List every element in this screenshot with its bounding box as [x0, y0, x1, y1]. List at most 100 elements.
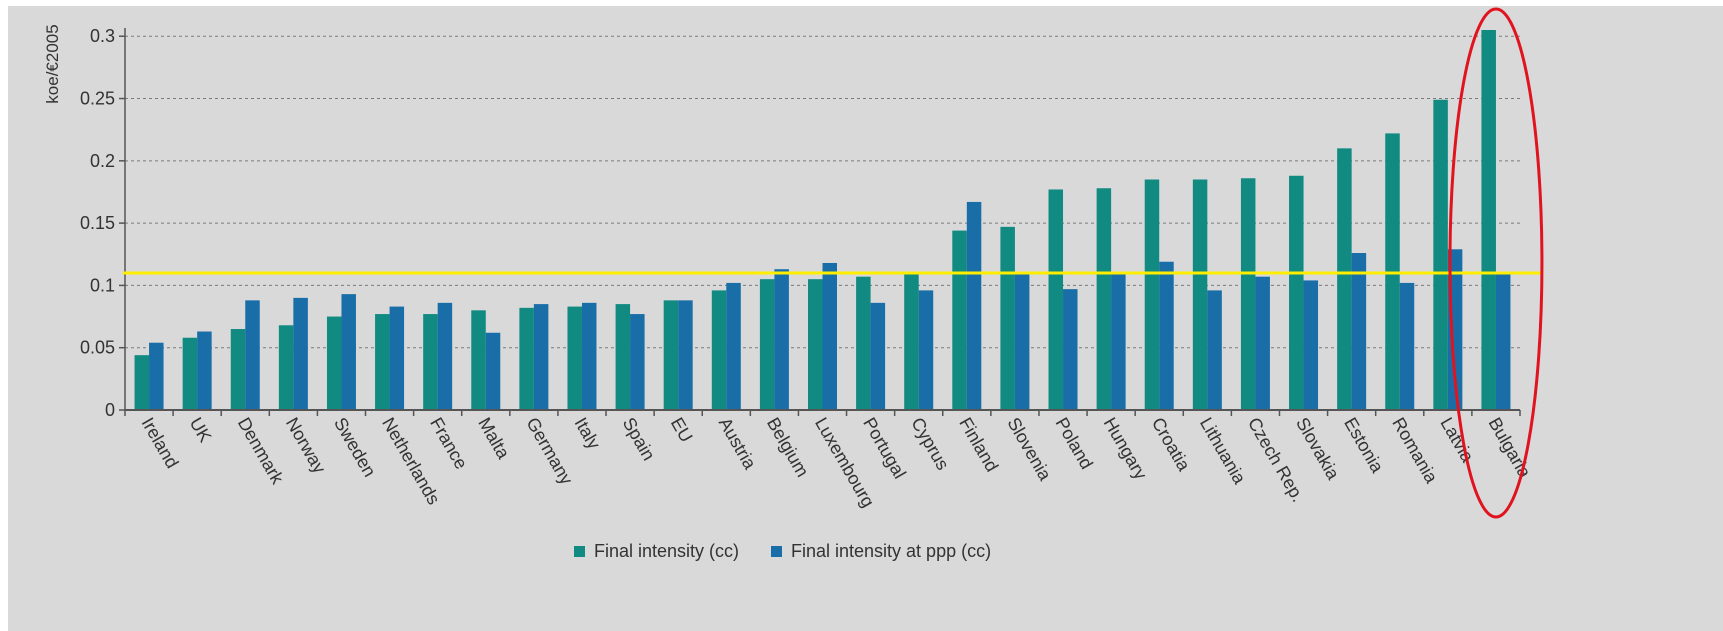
bar-final-intensity-ppp [966, 201, 982, 410]
x-tick-label: Slovakia [1292, 414, 1344, 484]
x-tick-label: Latvia [1436, 414, 1478, 466]
highlight-ellipse [1448, 7, 1544, 519]
bar-final-intensity-ppp [870, 302, 886, 410]
bar-final-intensity [230, 329, 246, 410]
bar-final-intensity [1192, 179, 1208, 410]
bar-final-intensity [567, 306, 582, 410]
y-tick-label: 0.2 [90, 151, 115, 171]
y-tick-label: 0 [105, 400, 115, 420]
x-tick-label: Poland [1052, 414, 1097, 473]
bar-final-intensity [1048, 189, 1064, 410]
y-tick-label: 0.25 [80, 89, 115, 109]
bar-final-intensity-ppp [678, 300, 693, 410]
bar-final-intensity-ppp [726, 282, 741, 410]
bar-final-intensity [375, 314, 390, 410]
x-tick-label: EU [667, 414, 697, 446]
legend-label-final-intensity-ppp: Final intensity at ppp (cc) [791, 541, 991, 561]
axes: 0 0.05 0.1 0.15 0.2 0.25 0.3 Ireland UK DenmarkNo… [80, 26, 1535, 510]
bar-final-intensity [519, 307, 534, 410]
bar-final-intensity-ppp [1351, 253, 1367, 410]
bar-final-intensity-ppp [1063, 289, 1078, 410]
x-tick-label: Cyprus [907, 414, 953, 473]
x-tick-label: France [426, 414, 471, 473]
y-axis-title: koe/€2005 [43, 24, 62, 103]
bar-final-intensity [1481, 30, 1496, 410]
y-tick-label: 0.1 [90, 275, 115, 295]
x-tick-label: Hungary [1100, 414, 1151, 483]
bar-final-intensity-ppp [1207, 290, 1222, 410]
bar-final-intensity-ppp [581, 302, 597, 410]
x-tick-label: Malta [474, 414, 514, 463]
bar-final-intensity [904, 272, 919, 410]
bar-chart: koe/€2005 0 0.05 0.1 0.15 0.2 0.25 0.3 Ireland U… [43, 7, 1544, 561]
bar-final-intensity [1096, 188, 1112, 410]
y-tick-label: 0.15 [80, 213, 115, 233]
bar-final-intensity-ppp [822, 262, 837, 410]
bar-final-intensity-ppp [1111, 274, 1126, 410]
bar-final-intensity [134, 355, 150, 410]
bar-final-intensity [1240, 178, 1256, 410]
bar-final-intensity-ppp [918, 290, 934, 410]
x-tick-label: Germany [522, 414, 576, 488]
bar-final-intensity [1000, 226, 1015, 410]
bar-final-intensity [952, 230, 967, 410]
bar-final-intensity [471, 310, 486, 410]
bar-final-intensity-ppp [774, 269, 789, 410]
bar-final-intensity-ppp [485, 332, 501, 410]
x-tick-label: UK [186, 414, 216, 446]
bar-final-intensity-ppp [533, 304, 549, 410]
bar-final-intensity-ppp [1495, 274, 1511, 410]
bar-final-intensity-ppp [1399, 282, 1415, 410]
bars [134, 30, 1511, 410]
annotations [123, 7, 1544, 519]
x-tick-label: Sweden [330, 414, 380, 480]
y-tick-label: 0.05 [80, 338, 115, 358]
bar-final-intensity [278, 325, 294, 410]
legend-label-final-intensity: Final intensity (cc) [594, 541, 739, 561]
x-tick-label: Spain [619, 414, 659, 464]
bar-final-intensity [1289, 175, 1304, 410]
x-tick-label: Austria [715, 414, 761, 473]
bar-final-intensity [423, 314, 438, 410]
bar-final-intensity [615, 304, 631, 410]
x-tick-label: Croatia [1148, 414, 1195, 475]
bar-final-intensity [663, 300, 679, 410]
x-tick-label: Italy [571, 414, 605, 453]
bar-final-intensity [1433, 99, 1448, 410]
bar-final-intensity [326, 316, 342, 410]
legend-swatch-final-intensity-ppp [771, 546, 782, 557]
x-tick-label: Denmark [234, 414, 288, 488]
bar-final-intensity-ppp [341, 294, 356, 410]
legend-swatch-final-intensity [574, 546, 585, 557]
bar-final-intensity-ppp [293, 297, 308, 410]
bar-final-intensity [856, 276, 871, 410]
bar-final-intensity-ppp [245, 300, 260, 410]
bar-final-intensity-ppp [437, 302, 453, 410]
bar-final-intensity-ppp [1159, 261, 1174, 410]
x-tick-label: Ireland [138, 414, 183, 472]
x-tick-label: Lithuania [1196, 414, 1250, 488]
x-tick-label: Slovenia [1003, 414, 1055, 485]
legend: Final intensity (cc) Final intensity at p… [574, 541, 991, 561]
bar-final-intensity [182, 337, 198, 410]
x-tick-label: Estonia [1340, 414, 1388, 477]
bar-final-intensity-ppp [1255, 276, 1270, 410]
bar-final-intensity [759, 279, 775, 410]
bar-final-intensity-ppp [197, 331, 212, 410]
x-tick-label: Portugal [859, 414, 910, 482]
bar-final-intensity-ppp [630, 314, 645, 410]
bar-final-intensity-ppp [149, 342, 164, 410]
x-tick-label: Romania [1388, 414, 1442, 487]
x-tick-label: Finland [955, 414, 1002, 475]
x-tick-label: Belgium [763, 414, 813, 480]
bar-final-intensity-ppp [1303, 280, 1319, 410]
chart-panel: koe/€2005 0 0.05 0.1 0.15 0.2 0.25 0.3 Ireland U… [8, 6, 1723, 631]
bar-final-intensity [1144, 179, 1160, 410]
bar-final-intensity-ppp [389, 306, 405, 410]
bar-final-intensity [808, 279, 823, 410]
y-tick-label: 0.3 [90, 26, 115, 46]
bar-final-intensity [1337, 148, 1352, 410]
x-tick-label: Norway [282, 414, 330, 477]
bar-final-intensity [711, 290, 727, 410]
bar-final-intensity-ppp [1014, 274, 1030, 410]
